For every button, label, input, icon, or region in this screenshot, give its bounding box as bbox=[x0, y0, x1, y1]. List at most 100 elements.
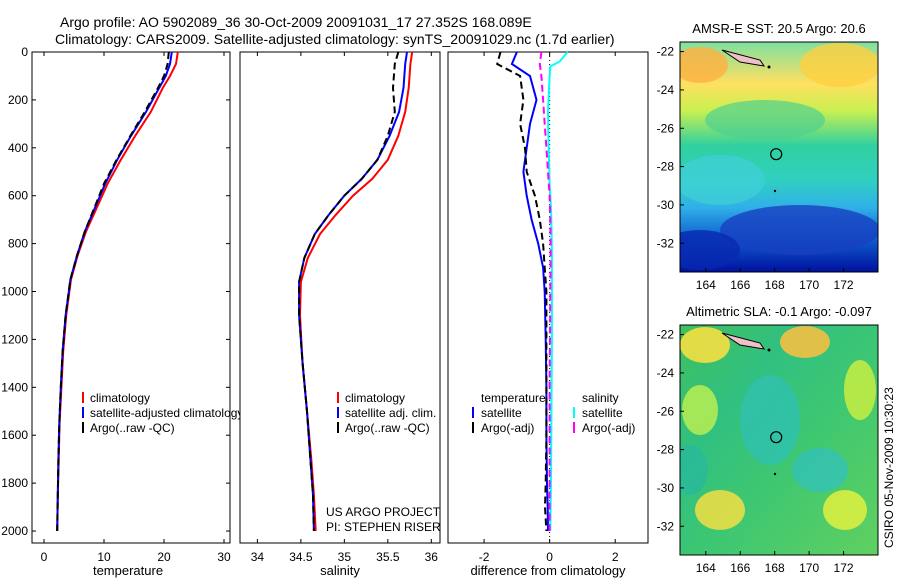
figure-title-line1: Argo profile: AO 5902089_36 30-Oct-2009 … bbox=[60, 14, 532, 30]
x-tick-label: 36 bbox=[425, 550, 439, 564]
series-line bbox=[538, 51, 552, 531]
legend-label-argo: Argo(..raw -QC) bbox=[90, 421, 175, 435]
legend-temperature: climatology satellite-adjusted climatolo… bbox=[82, 391, 243, 435]
sst-cool-blob bbox=[705, 100, 825, 140]
map-sla-ticks: 164 166 168 170 172 -22 -24 -26 -28 -30 -32 bbox=[657, 328, 854, 575]
map-sst-ticks: 164 166 168 170 172 -22 -24 -26 -28 -30 -32 bbox=[657, 45, 854, 292]
legend-label-temp-satellite: satellite bbox=[481, 406, 522, 420]
map-x-tick-label: 168 bbox=[765, 561, 785, 575]
x-tick-label: 0 bbox=[546, 550, 553, 564]
map-x-tick-label: 170 bbox=[799, 561, 819, 575]
x-axis-ticks-difference: -2 0 2 bbox=[479, 52, 619, 564]
legend-label-sal-climatology: climatology bbox=[345, 391, 405, 405]
sla-high-blob bbox=[844, 360, 876, 420]
x-tick-label: 20 bbox=[157, 550, 171, 564]
x-tick-label: 34 bbox=[251, 550, 265, 564]
sst-field bbox=[680, 42, 878, 272]
credit-text: CSIRO 05-Nov-2009 10:30:23 bbox=[882, 387, 896, 548]
legend-label-climatology: climatology bbox=[90, 391, 150, 405]
y-tick-label: 1000 bbox=[1, 285, 28, 299]
legend-label-sal-argo: Argo(..raw -QC) bbox=[345, 421, 430, 435]
map-sst: AMSR-E SST: 20.5 Argo: 20.6 164 166 168 170… bbox=[657, 21, 879, 292]
map-y-tick-label: -32 bbox=[657, 236, 675, 250]
project-line2: PI: STEPHEN RISER bbox=[326, 520, 441, 534]
legend-label-sal-argo-diff: Argo(-adj) bbox=[582, 421, 635, 435]
sla-high-blob bbox=[823, 490, 867, 530]
sst-island-dot bbox=[767, 65, 771, 69]
map-x-tick-label: 168 bbox=[765, 278, 785, 292]
map-sla: Altimetric SLA: -0.1 Argo: -0.097 164 166… bbox=[657, 304, 879, 575]
xlabel-temperature: temperature bbox=[93, 563, 163, 578]
map-x-tick-label: 166 bbox=[730, 278, 750, 292]
y-tick-label: 1600 bbox=[1, 428, 28, 442]
sla-island-dot bbox=[767, 348, 771, 352]
sla-high-blob bbox=[695, 490, 745, 530]
y-tick-label: 1400 bbox=[1, 380, 28, 394]
series-temperature bbox=[56, 51, 179, 532]
sla-argo-marker bbox=[770, 431, 783, 444]
series-line bbox=[56, 51, 170, 532]
legend-difference: temperature salinity satellite Argo(-adj… bbox=[472, 391, 635, 435]
sla-high-blob bbox=[680, 327, 730, 363]
x-axis-ticks-salinity: 34 34.5 35 35.5 36 bbox=[251, 52, 439, 564]
y-tick-label: 600 bbox=[8, 189, 28, 203]
legend-header-salinity: salinity bbox=[582, 391, 619, 405]
legend-label-sal-satellite-diff: satellite bbox=[582, 406, 623, 420]
x-tick-label: 2 bbox=[612, 550, 619, 564]
map-y-tick-label: -24 bbox=[657, 366, 675, 380]
xlabel-salinity: salinity bbox=[320, 563, 360, 578]
sst-island-dot bbox=[773, 189, 777, 193]
map-x-tick-label: 170 bbox=[799, 278, 819, 292]
y-tick-label: 200 bbox=[8, 93, 28, 107]
sst-cold-blob bbox=[680, 230, 740, 270]
legend-label-satellite-adjusted: satellite-adjusted climatology bbox=[90, 406, 243, 420]
map-y-tick-label: -26 bbox=[657, 404, 675, 418]
map-y-tick-label: -28 bbox=[657, 160, 675, 174]
sla-high-blob bbox=[780, 326, 830, 358]
map-x-tick-label: 164 bbox=[696, 561, 716, 575]
panel-difference: -2 0 2 difference from climatology tempera… bbox=[447, 51, 649, 578]
x-axis-ticks-temperature: 0 10 20 30 bbox=[41, 52, 231, 564]
y-tick-label: 0 bbox=[21, 45, 28, 59]
sst-cool-blob bbox=[680, 155, 765, 205]
sst-cold-blob bbox=[720, 205, 878, 255]
axes-box-temperature bbox=[31, 51, 231, 544]
map-y-tick-label: -24 bbox=[657, 83, 675, 97]
map-y-tick-label: -30 bbox=[657, 198, 675, 212]
y-tick-label: 1800 bbox=[1, 476, 28, 490]
map-sla-frame bbox=[679, 324, 879, 556]
x-tick-label: -2 bbox=[479, 550, 490, 564]
y-tick-label: 1200 bbox=[1, 332, 28, 346]
map-x-tick-label: 166 bbox=[730, 561, 750, 575]
series-line bbox=[546, 51, 569, 532]
xlabel-difference: difference from climatology bbox=[470, 563, 626, 578]
series-line bbox=[298, 51, 400, 532]
axes-box-salinity bbox=[239, 51, 441, 544]
sla-island-dot bbox=[773, 472, 777, 476]
legend-label-sal-satellite: satellite adj. clim. bbox=[345, 406, 436, 420]
map-x-tick-label: 164 bbox=[696, 278, 716, 292]
legend-header-temperature: temperature bbox=[481, 391, 546, 405]
sla-high-blob bbox=[682, 385, 718, 435]
y-tick-label: 400 bbox=[8, 141, 28, 155]
y-tick-label: 2000 bbox=[1, 524, 28, 538]
series-salinity bbox=[298, 51, 414, 532]
sla-island bbox=[721, 332, 766, 350]
sla-low-blob bbox=[680, 445, 708, 495]
sst-warm-blob bbox=[680, 47, 728, 83]
map-y-tick-label: -28 bbox=[657, 443, 675, 457]
sst-warm-blob bbox=[800, 43, 878, 87]
map-x-tick-label: 172 bbox=[834, 561, 854, 575]
sst-argo-marker bbox=[770, 148, 783, 161]
map-y-tick-label: -22 bbox=[657, 45, 675, 59]
project-line1: US ARGO PROJECT bbox=[326, 505, 441, 519]
map-sst-frame bbox=[679, 41, 879, 273]
sla-low-blob bbox=[792, 448, 848, 492]
sla-low-blob bbox=[740, 375, 800, 465]
map-sla-title: Altimetric SLA: -0.1 Argo: -0.097 bbox=[686, 304, 872, 319]
y-tick-label: 800 bbox=[8, 237, 28, 251]
map-y-tick-label: -26 bbox=[657, 121, 675, 135]
panel-salinity: 34 34.5 35 35.5 36 salinity climatology sate… bbox=[239, 51, 441, 578]
